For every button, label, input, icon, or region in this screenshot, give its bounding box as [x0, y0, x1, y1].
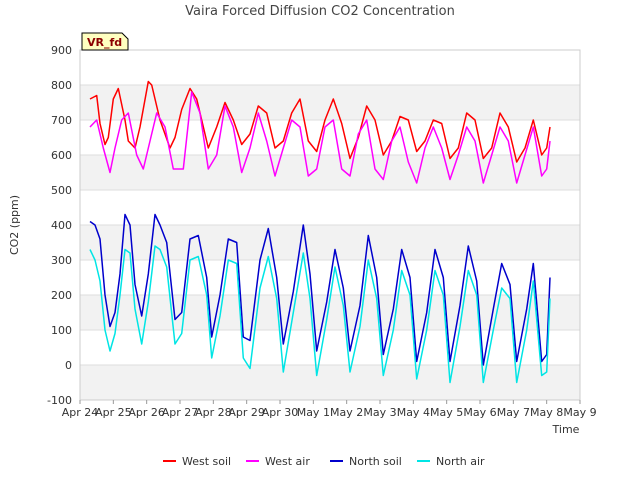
- x-tick-label: May 2: [330, 406, 363, 419]
- x-tick-label: May 1: [297, 406, 330, 419]
- y-tick-label: 900: [51, 44, 72, 57]
- x-tick-label: May 4: [397, 406, 430, 419]
- x-tick-label: Apr 24: [62, 406, 99, 419]
- series-line-west-air: [89, 91, 551, 184]
- x-tick-label: May 5: [430, 406, 463, 419]
- legend: West soil West air North soil North air: [163, 455, 485, 468]
- grid-band: [80, 85, 580, 120]
- y-tick-label: 200: [51, 289, 72, 302]
- series-line-north-soil: [89, 213, 551, 366]
- grid-band: [80, 365, 580, 400]
- y-axis-label: CO2 (ppm): [8, 195, 21, 255]
- legend-label-west-air: West air: [265, 455, 310, 468]
- y-tick-label: 0: [65, 359, 72, 372]
- y-axis-ticks: -100 0 100 200 300 400 500 600 700 800 900: [47, 44, 72, 407]
- x-tick-label: May 3: [363, 406, 396, 419]
- x-tick-label: May 7: [497, 406, 530, 419]
- legend-label-north-soil: North soil: [349, 455, 402, 468]
- y-tick-label: 600: [51, 149, 72, 162]
- x-tick-label: Apr 30: [262, 406, 299, 419]
- x-tick-label: Apr 25: [95, 406, 132, 419]
- grid-bands: [80, 85, 580, 400]
- y-tick-label: -100: [47, 394, 72, 407]
- legend-label-north-air: North air: [436, 455, 485, 468]
- y-tick-label: 400: [51, 219, 72, 232]
- x-tick-label: May 6: [463, 406, 496, 419]
- series-line-west-soil: [89, 80, 551, 163]
- y-tick-label: 100: [51, 324, 72, 337]
- series-line-north-air: [89, 245, 551, 384]
- grid-band: [80, 225, 580, 260]
- x-tick-label: May 9: [563, 406, 596, 419]
- x-axis-label: Time: [552, 423, 580, 436]
- x-tick-label: May 8: [530, 406, 563, 419]
- x-tick-label: Apr 27: [162, 406, 199, 419]
- y-tick-label: 800: [51, 79, 72, 92]
- site-badge-label: VR_fd: [87, 36, 122, 49]
- plot-area: [79, 49, 581, 401]
- series-lines: [89, 80, 551, 384]
- y-tick-label: 300: [51, 254, 72, 267]
- x-tick-label: Apr 28: [195, 406, 232, 419]
- legend-label-west-soil: West soil: [182, 455, 231, 468]
- x-tick-label: Apr 26: [128, 406, 165, 419]
- grid-band: [80, 155, 580, 190]
- x-tick-label: Apr 29: [228, 406, 265, 419]
- chart-title: Vaira Forced Diffusion CO2 Concentration: [185, 4, 455, 19]
- site-badge: VR_fd: [81, 32, 129, 51]
- y-tick-label: 700: [51, 114, 72, 127]
- y-tick-label: 500: [51, 184, 72, 197]
